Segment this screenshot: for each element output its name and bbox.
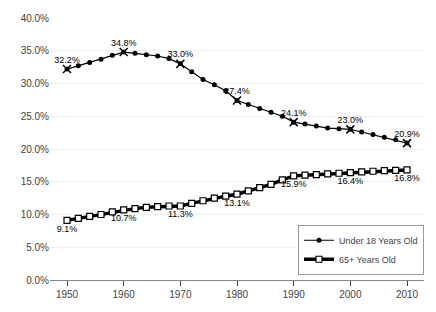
svg-text:10.7%: 10.7%	[111, 213, 137, 223]
svg-text:32.2%: 32.2%	[54, 55, 80, 65]
svg-text:2010: 2010	[396, 289, 419, 300]
svg-text:5.0%: 5.0%	[26, 242, 49, 253]
svg-text:15.0%: 15.0%	[21, 176, 49, 187]
svg-text:33.0%: 33.0%	[168, 49, 194, 59]
svg-text:20.9%: 20.9%	[394, 129, 420, 139]
svg-text:13.1%: 13.1%	[224, 198, 250, 208]
svg-text:10.0%: 10.0%	[21, 209, 49, 220]
svg-text:27.4%: 27.4%	[224, 86, 250, 96]
svg-text:1950: 1950	[56, 289, 79, 300]
svg-text:2000: 2000	[339, 289, 362, 300]
svg-text:1980: 1980	[226, 289, 249, 300]
svg-text:34.8%: 34.8%	[111, 38, 137, 48]
svg-text:1990: 1990	[283, 289, 306, 300]
svg-text:20.0%: 20.0%	[21, 144, 49, 155]
svg-text:65+ Years Old: 65+ Years Old	[339, 255, 396, 265]
svg-text:35.0%: 35.0%	[21, 45, 49, 56]
svg-text:23.0%: 23.0%	[338, 115, 364, 125]
svg-text:16.8%: 16.8%	[394, 173, 420, 183]
svg-text:11.3%: 11.3%	[168, 209, 193, 219]
svg-text:0.0%: 0.0%	[26, 275, 49, 286]
svg-text:15.9%: 15.9%	[281, 179, 307, 189]
svg-text:30.0%: 30.0%	[21, 78, 49, 89]
svg-text:16.4%: 16.4%	[338, 176, 364, 186]
svg-text:Under 18 Years Old: Under 18 Years Old	[339, 236, 418, 246]
svg-text:9.1%: 9.1%	[57, 224, 78, 234]
svg-text:25.0%: 25.0%	[21, 111, 49, 122]
svg-text:1960: 1960	[113, 289, 136, 300]
svg-text:24.1%: 24.1%	[281, 108, 307, 118]
svg-text:40.0%: 40.0%	[21, 13, 49, 24]
svg-text:1970: 1970	[169, 289, 192, 300]
